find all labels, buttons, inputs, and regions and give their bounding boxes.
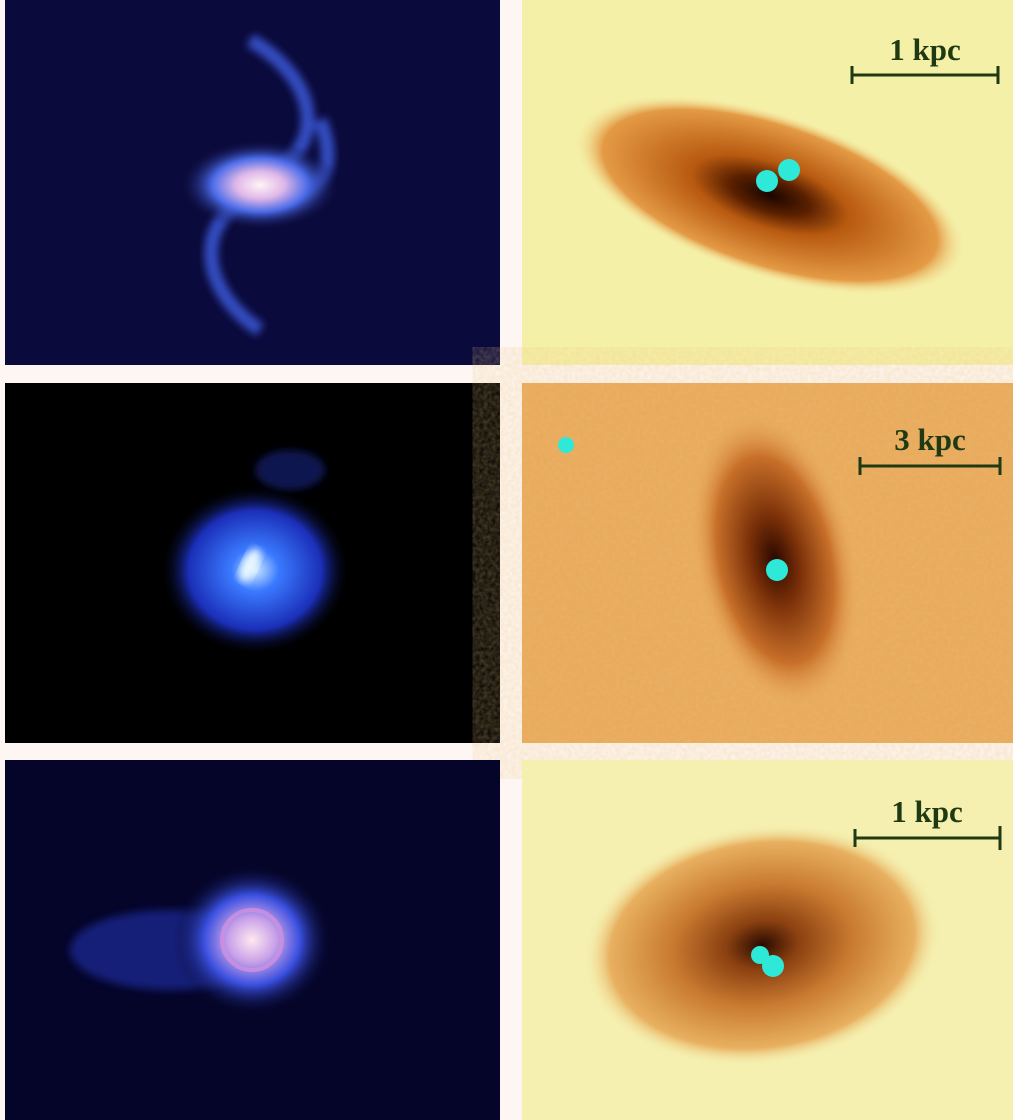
black-hole	[756, 170, 778, 192]
scale-label: 1 kpc	[889, 32, 961, 67]
black-hole	[558, 437, 574, 453]
blob	[255, 450, 325, 490]
black-hole	[766, 559, 788, 581]
scale-label: 3 kpc	[894, 422, 966, 457]
galaxy-core	[172, 865, 332, 1015]
galaxy-core	[180, 140, 340, 230]
figure: 1 kpc 3 kpc 1 kpc	[0, 0, 1013, 1120]
black-hole	[762, 955, 784, 977]
page: 1 kpc 3 kpc 1 kpc (() => { const data = …	[0, 0, 1013, 1120]
scale-label: 1 kpc	[891, 794, 963, 829]
black-hole	[778, 159, 800, 181]
